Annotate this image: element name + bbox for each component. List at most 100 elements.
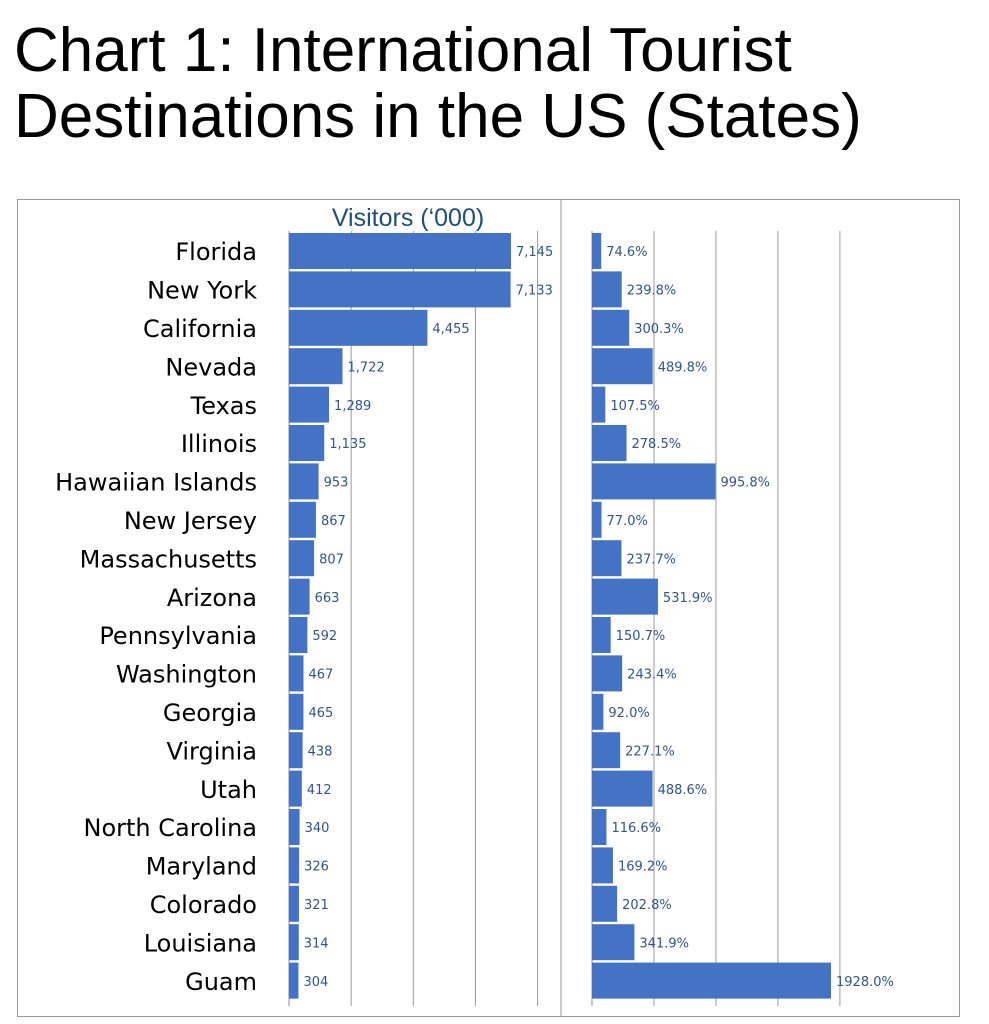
bar-left-0 — [289, 233, 511, 269]
category-label-12: Georgia — [163, 699, 257, 727]
data-label-right-17: 202.8% — [622, 898, 672, 913]
bar-right-10 — [592, 617, 611, 653]
bar-right-16 — [592, 847, 613, 884]
data-label-right-3: 489.8% — [658, 360, 708, 375]
category-label-2: California — [143, 315, 257, 343]
data-label-right-1: 239.8% — [627, 284, 677, 299]
data-label-right-0: 74.6% — [606, 245, 647, 260]
bar-right-5 — [592, 425, 627, 461]
chart-frame — [17, 199, 960, 1017]
bar-left-13 — [289, 732, 303, 769]
bar-left-14 — [289, 770, 302, 807]
bar-right-6 — [592, 463, 716, 500]
category-label-0: Florida — [175, 238, 257, 266]
bar-left-7 — [289, 501, 316, 538]
data-label-left-0: 7,145 — [516, 245, 553, 260]
bar-left-2 — [289, 309, 428, 346]
category-label-14: Utah — [200, 776, 257, 804]
category-label-1: New York — [147, 277, 257, 305]
bar-right-4 — [592, 386, 606, 423]
bar-left-1 — [289, 271, 511, 308]
bar-right-2 — [592, 309, 630, 346]
data-label-left-2: 4,455 — [432, 322, 469, 337]
chart-title: Chart 1: International Tourist Destinati… — [14, 16, 862, 151]
bar-right-13 — [592, 732, 621, 769]
bar-right-15 — [592, 809, 607, 845]
category-label-11: Washington — [116, 661, 257, 689]
bar-left-11 — [289, 655, 304, 692]
data-label-left-15: 340 — [305, 821, 330, 836]
bar-right-7 — [592, 501, 602, 538]
data-label-left-1: 7,133 — [516, 284, 553, 299]
data-label-right-2: 300.3% — [634, 322, 684, 337]
data-label-right-9: 531.9% — [663, 591, 713, 606]
data-label-right-8: 237.7% — [626, 552, 676, 567]
data-label-left-17: 321 — [304, 898, 329, 913]
data-label-right-12: 92.0% — [608, 706, 649, 721]
bar-left-8 — [289, 540, 315, 577]
data-label-left-16: 326 — [304, 860, 329, 875]
data-label-right-18: 341.9% — [639, 936, 689, 951]
bar-left-19 — [289, 962, 299, 999]
category-label-10: Pennsylvania — [99, 622, 257, 650]
chart-subtitle-left: Visitors (‘000) — [332, 204, 484, 232]
bar-right-17 — [592, 885, 618, 922]
bar-right-8 — [592, 540, 622, 577]
bar-right-1 — [592, 271, 622, 308]
data-label-left-11: 467 — [309, 668, 334, 683]
bar-left-10 — [289, 617, 308, 653]
data-label-left-6: 953 — [324, 476, 349, 491]
category-label-3: Nevada — [165, 353, 257, 381]
data-label-right-11: 243.4% — [627, 668, 677, 683]
data-label-right-5: 278.5% — [632, 437, 682, 452]
category-label-15: North Carolina — [84, 814, 258, 842]
data-label-left-8: 807 — [319, 552, 344, 567]
bar-left-6 — [289, 463, 319, 500]
bar-left-5 — [289, 425, 325, 461]
data-label-left-7: 867 — [321, 514, 346, 529]
category-label-17: Colorado — [150, 891, 257, 919]
bar-right-14 — [592, 770, 653, 807]
bar-right-19 — [592, 962, 831, 999]
category-label-5: Illinois — [181, 430, 257, 458]
data-label-right-6: 995.8% — [720, 476, 770, 491]
bar-left-4 — [289, 386, 330, 423]
data-label-right-7: 77.0% — [607, 514, 648, 529]
data-label-left-10: 592 — [312, 629, 337, 644]
category-label-16: Maryland — [146, 853, 257, 881]
data-label-left-3: 1,722 — [348, 360, 385, 375]
bar-left-15 — [289, 809, 300, 845]
bar-right-12 — [592, 693, 604, 730]
data-label-left-14: 412 — [307, 783, 332, 798]
data-label-left-12: 465 — [308, 706, 333, 721]
data-label-right-13: 227.1% — [625, 744, 675, 759]
data-label-left-18: 314 — [304, 936, 329, 951]
category-label-18: Louisiana — [144, 929, 257, 957]
bar-left-3 — [289, 348, 343, 385]
data-label-left-4: 1,289 — [334, 399, 371, 414]
data-label-left-9: 663 — [315, 591, 340, 606]
category-label-13: Virginia — [167, 737, 258, 765]
bar-right-9 — [592, 578, 658, 615]
category-label-4: Texas — [190, 392, 257, 420]
bar-left-17 — [289, 885, 299, 922]
data-label-right-19: 1928.0% — [836, 975, 894, 990]
category-label-8: Massachusetts — [80, 545, 257, 573]
data-label-left-5: 1,135 — [329, 437, 366, 452]
bar-right-18 — [592, 924, 635, 961]
data-label-right-4: 107.5% — [610, 399, 660, 414]
data-label-right-10: 150.7% — [616, 629, 666, 644]
category-label-9: Arizona — [167, 584, 257, 612]
data-label-right-14: 488.6% — [658, 783, 708, 798]
bar-left-18 — [289, 924, 299, 961]
bar-left-9 — [289, 578, 310, 615]
bar-right-0 — [592, 233, 602, 269]
category-label-19: Guam — [185, 968, 257, 996]
data-label-right-16: 169.2% — [618, 860, 668, 875]
data-label-right-15: 116.6% — [611, 821, 661, 836]
bar-right-3 — [592, 348, 653, 385]
category-label-6: Hawaiian Islands — [55, 469, 257, 497]
bar-right-11 — [592, 655, 623, 692]
bar-left-12 — [289, 693, 304, 730]
